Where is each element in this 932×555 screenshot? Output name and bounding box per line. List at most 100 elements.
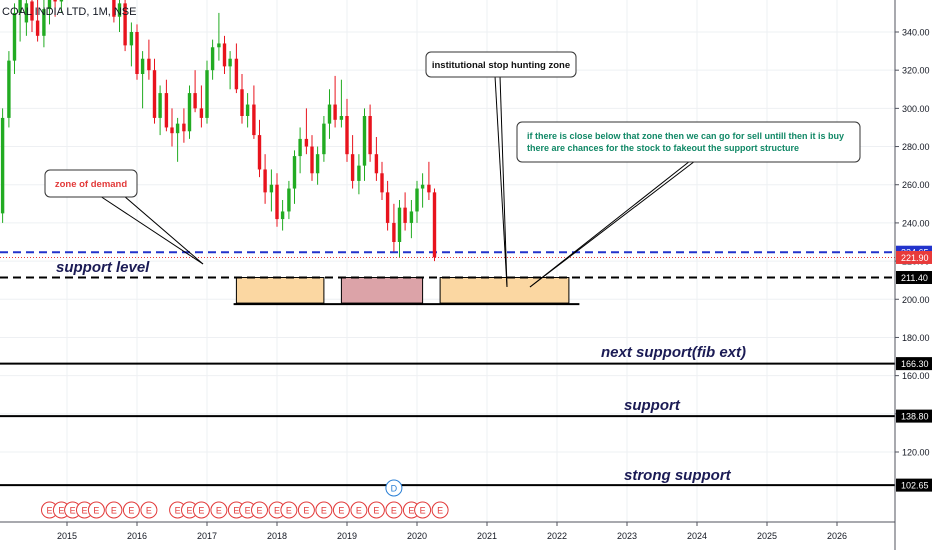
- price-badge-bg: [896, 357, 932, 371]
- earnings-marker[interactable]: E: [169, 501, 187, 519]
- dividend-marker[interactable]: D: [385, 479, 403, 497]
- callout-fakeout-line2: there are chances for the stock to fakeo…: [527, 143, 799, 153]
- candle-body: [228, 58, 232, 67]
- earnings-marker[interactable]: E: [280, 501, 298, 519]
- earnings-marker-label: E: [146, 506, 152, 516]
- earnings-marker-circle: [332, 501, 350, 519]
- earnings-marker-circle: [210, 501, 228, 519]
- candle-body: [263, 169, 267, 193]
- candle-body: [333, 104, 337, 120]
- earnings-marker[interactable]: E: [87, 501, 105, 519]
- callout-pointer: [99, 195, 204, 265]
- x-tick-label: 2022: [547, 531, 567, 541]
- candle-body: [275, 184, 279, 220]
- callouts-layer: zone of demand institutional stop hunting…: [44, 51, 861, 484]
- earnings-marker-circle: [140, 501, 158, 519]
- price-badge-label: 166.30: [901, 359, 929, 369]
- callout-box-zone-of-demand[interactable]: [44, 169, 138, 198]
- candle-body: [374, 154, 379, 174]
- earnings-marker-circle: [280, 501, 298, 519]
- earnings-marker-label: E: [256, 506, 262, 516]
- candle-body: [245, 104, 250, 116]
- candle-body: [217, 43, 221, 48]
- earnings-marker-label: E: [175, 506, 181, 516]
- candle-body: [205, 70, 209, 118]
- candle-body: [147, 58, 151, 71]
- time-axis-bg: [0, 522, 895, 550]
- candle-body: [385, 192, 390, 223]
- earnings-marker-label: E: [81, 506, 87, 516]
- candle-body: [18, 0, 22, 13]
- y-tick-label: 320.00: [902, 66, 930, 76]
- candle-body: [35, 20, 40, 36]
- earnings-marker-label: E: [373, 506, 379, 516]
- candle-body: [140, 58, 145, 74]
- candle-body: [7, 60, 11, 118]
- price-badge-bg: [896, 478, 932, 492]
- earnings-marker[interactable]: E: [315, 501, 333, 519]
- candle-body: [339, 116, 344, 120]
- price-levels-layer: [0, 251, 895, 487]
- candle-body: [345, 116, 349, 155]
- earnings-marker[interactable]: E: [210, 501, 228, 519]
- earnings-marker-label: E: [408, 506, 414, 516]
- candle-body: [415, 188, 419, 212]
- earnings-marker[interactable]: E: [414, 501, 432, 519]
- candle-body: [252, 104, 256, 136]
- earnings-marker[interactable]: E: [192, 501, 210, 519]
- candle-body: [129, 32, 134, 46]
- earnings-marker[interactable]: E: [239, 501, 257, 519]
- earnings-marker-circle: [385, 501, 403, 519]
- earnings-marker[interactable]: E: [105, 501, 123, 519]
- earnings-marker[interactable]: E: [332, 501, 350, 519]
- candle-body: [30, 1, 34, 21]
- x-tick-label: 2020: [407, 531, 427, 541]
- callout-zone-of-demand: zone of demand: [55, 179, 128, 190]
- candle-body: [403, 207, 407, 223]
- price-badge-label: 221.90: [901, 253, 929, 263]
- callout-pointer: [499, 75, 508, 288]
- callout-stop-hunting: institutional stop hunting zone: [432, 60, 570, 71]
- callout-pointer: [494, 75, 508, 288]
- candle-body: [280, 211, 285, 220]
- candle-body: [135, 32, 139, 74]
- candle-body: [257, 135, 262, 170]
- label-next-support: next support(fib ext): [601, 344, 746, 361]
- earnings-marker-label: E: [303, 506, 309, 516]
- candle-body: [175, 123, 180, 134]
- candle-body: [304, 138, 309, 147]
- earnings-marker-label: E: [70, 506, 76, 516]
- x-tick-label: 2023: [617, 531, 637, 541]
- earnings-marker[interactable]: E: [297, 501, 315, 519]
- earnings-marker-circle: [87, 501, 105, 519]
- candle-body: [269, 184, 274, 193]
- earnings-marker-label: E: [356, 506, 362, 516]
- candle-body: [397, 207, 402, 242]
- candle-body: [59, 0, 64, 2]
- earnings-marker[interactable]: E: [367, 501, 385, 519]
- earnings-marker[interactable]: E: [350, 501, 368, 519]
- callout-box-fakeout[interactable]: [516, 121, 861, 163]
- earnings-marker-label: E: [93, 506, 99, 516]
- y-tick-label: 300.00: [902, 104, 930, 114]
- y-tick-label: 280.00: [902, 142, 930, 152]
- earnings-marker[interactable]: E: [122, 501, 140, 519]
- earnings-marker-circle: [315, 501, 333, 519]
- earnings-marker-label: E: [245, 506, 251, 516]
- earnings-marker-circle: [105, 501, 123, 519]
- earnings-marker[interactable]: E: [385, 501, 403, 519]
- earnings-marker[interactable]: E: [140, 501, 158, 519]
- candle-body: [234, 58, 239, 90]
- candle-body: [24, 3, 29, 23]
- earnings-marker-circle: [192, 501, 210, 519]
- earnings-marker-label: E: [420, 506, 426, 516]
- earnings-marker-label: E: [321, 506, 327, 516]
- callout-box-stop-hunting[interactable]: [425, 51, 577, 78]
- x-tick-label: 2024: [687, 531, 707, 541]
- earnings-marker[interactable]: E: [251, 501, 268, 519]
- earnings-marker[interactable]: E: [431, 501, 449, 519]
- label-support-level: support level: [56, 259, 150, 276]
- candle-body: [432, 192, 437, 258]
